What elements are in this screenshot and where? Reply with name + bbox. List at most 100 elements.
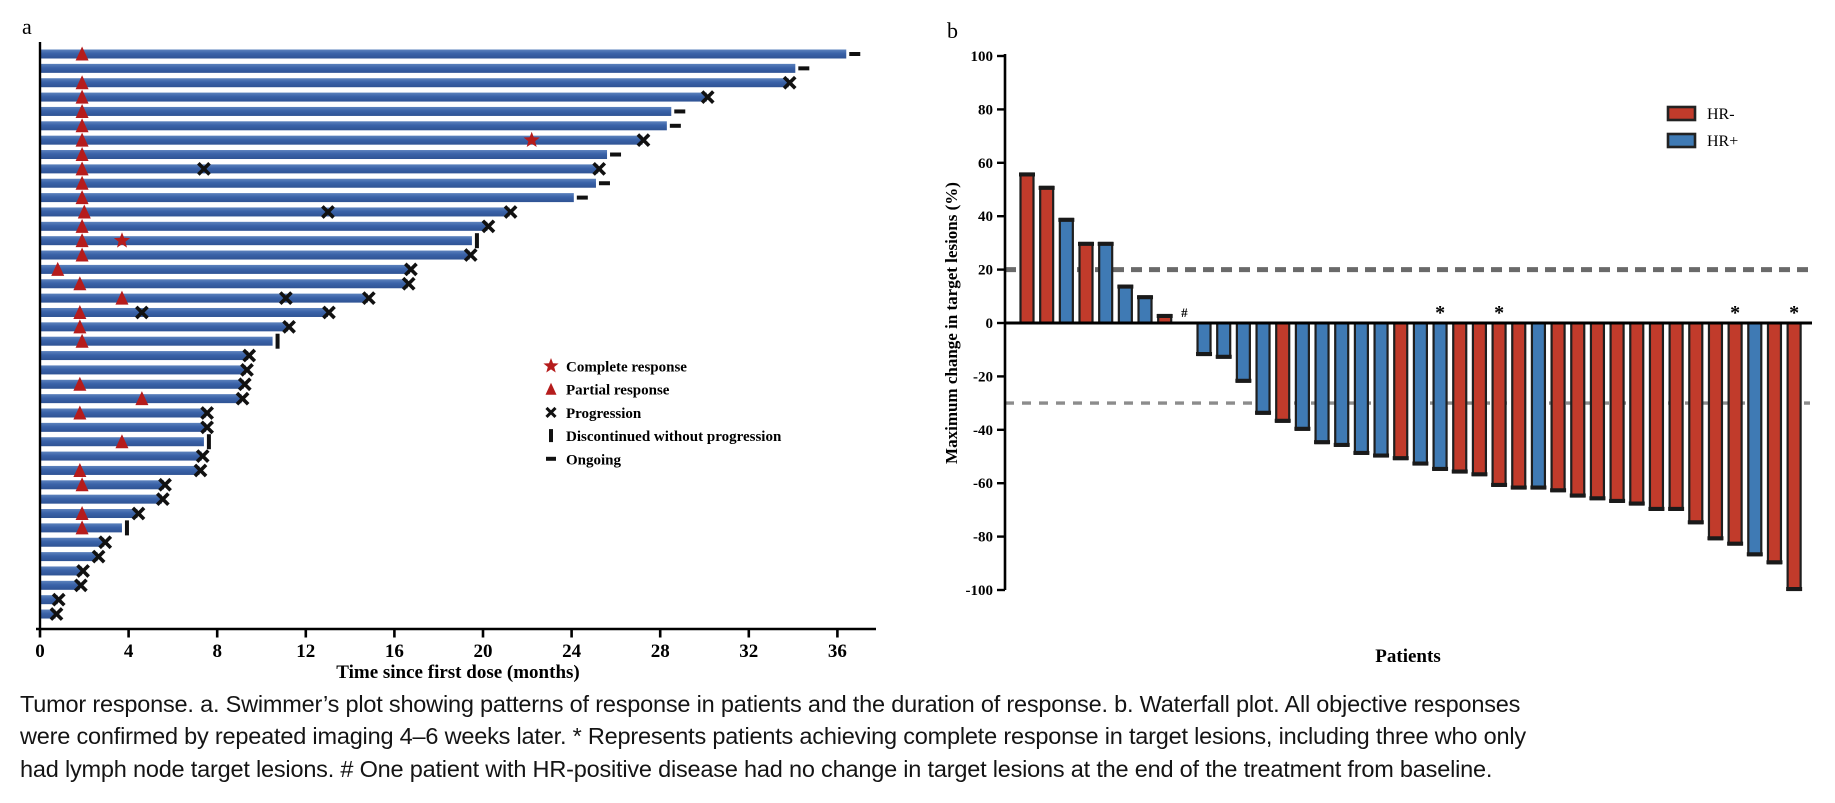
swimmer-bar xyxy=(41,63,796,73)
axis-tick-label: 20 xyxy=(978,263,993,279)
waterfall-legend-swatch xyxy=(1666,132,1697,149)
waterfall-bar xyxy=(1491,321,1507,487)
progression-x-icon xyxy=(322,305,336,320)
annotation-hash: # xyxy=(1181,305,1188,320)
partial-response-triangle-icon xyxy=(75,161,89,176)
partial-response-triangle-icon xyxy=(75,118,89,133)
swimmer-bar xyxy=(41,178,596,188)
progression-x-icon xyxy=(321,205,335,219)
waterfall-bars: # * * * * xyxy=(1019,172,1803,592)
swimmer-bar xyxy=(41,193,574,203)
swimmer-bar xyxy=(41,92,707,102)
swimmer-bar xyxy=(41,78,789,88)
partial-response-triangle-icon xyxy=(75,75,89,90)
partial-response-triangle-icon xyxy=(75,333,89,348)
ongoing-dash-icon xyxy=(798,66,810,71)
figure-caption: Tumor response. a. Swimmer’s plot showin… xyxy=(20,691,1526,782)
progression-x-icon xyxy=(73,578,88,593)
panel-b-label: b xyxy=(947,18,958,43)
axis-tick-label: 0 xyxy=(35,641,45,662)
annotation-asterisk: * xyxy=(1730,302,1740,324)
axis-tick-label: -40 xyxy=(973,423,993,439)
partial-response-triangle-icon xyxy=(75,520,89,535)
panel-a-label: a xyxy=(22,14,32,39)
progression-x-icon xyxy=(463,248,478,262)
partial-response-triangle-icon xyxy=(115,290,129,305)
waterfall-y-axis-title: Maximum change in target lesions (%) xyxy=(942,182,961,464)
waterfall-bar xyxy=(1452,321,1468,474)
waterfall-bar xyxy=(1766,321,1783,565)
ongoing-dash-icon xyxy=(669,123,681,128)
ongoing-dash-icon xyxy=(576,195,588,200)
axis-tick-label: 80 xyxy=(978,102,993,118)
swimmer-bar xyxy=(41,250,470,260)
waterfall-x-axis-title: Patients xyxy=(1375,646,1440,667)
axis-tick-label: -20 xyxy=(973,369,993,385)
waterfall-bar xyxy=(1039,185,1055,325)
swimmer-x-axis: 0 4 8 12 16 20 24 28 32 36 xyxy=(35,42,876,662)
swimmer-bar xyxy=(41,121,667,131)
waterfall-bar xyxy=(1294,321,1310,431)
swimmer-bar xyxy=(41,566,83,576)
figure-canvas: a 0 4 8 12 16 20 24 28 32 36 Time since first dos… xyxy=(22,14,1812,683)
progression-x-icon xyxy=(91,549,106,564)
partial-response-triangle-icon xyxy=(75,506,89,521)
swimmer-bar xyxy=(41,537,105,547)
partial-response-triangle-icon xyxy=(73,462,87,477)
swimmer-bar xyxy=(41,221,488,231)
partial-response-triangle-icon xyxy=(51,261,65,276)
axis-tick-label: -80 xyxy=(973,530,993,546)
progression-x-icon xyxy=(197,162,211,176)
discontinued-bar-icon xyxy=(474,233,479,249)
progression-x-icon xyxy=(401,276,416,291)
partial-response-triangle-icon xyxy=(75,477,89,492)
swimmer-bar xyxy=(41,552,98,562)
partial-response-triangle-icon xyxy=(75,103,89,118)
partial-response-triangle-icon xyxy=(75,218,89,233)
progression-x-icon xyxy=(278,291,293,305)
waterfall-bar xyxy=(1412,321,1429,466)
partial-response-triangle-icon xyxy=(73,376,87,391)
annotation-asterisk: * xyxy=(1435,302,1445,324)
swimmer-x-axis-title: Time since first dose (months) xyxy=(336,662,579,683)
waterfall-legend-label: HR+ xyxy=(1707,133,1738,150)
waterfall-bar xyxy=(1078,241,1094,325)
ongoing-dash-icon xyxy=(849,52,861,56)
complete-response-star-icon xyxy=(543,358,559,373)
discontinued-bar-icon xyxy=(206,434,211,450)
swimmer-bar xyxy=(41,379,244,389)
swimmer-bar xyxy=(41,106,672,116)
swimmer-bar xyxy=(41,451,202,461)
progression-x-icon xyxy=(158,477,172,492)
axis-tick-label: 60 xyxy=(978,156,993,172)
waterfall-bar xyxy=(1019,172,1035,325)
progression-x-icon xyxy=(282,319,296,334)
partial-response-triangle-icon xyxy=(73,276,87,291)
axis-tick-label: 20 xyxy=(474,641,493,662)
progression-x-icon xyxy=(98,535,113,550)
waterfall-bar xyxy=(1648,321,1665,511)
complete-response-star-icon xyxy=(113,232,130,248)
axis-tick-label: -100 xyxy=(966,583,994,599)
waterfall-bar xyxy=(1550,321,1566,493)
waterfall-bar xyxy=(1235,321,1251,383)
waterfall-bar xyxy=(1570,321,1586,498)
progression-x-icon xyxy=(235,391,250,406)
progression-x-icon xyxy=(503,205,518,219)
partial-response-triangle-icon xyxy=(77,204,91,219)
waterfall-bar xyxy=(1098,241,1114,325)
swimmer-bar xyxy=(41,422,207,432)
swimmer-legend-label: Discontinued without progression xyxy=(566,429,782,445)
swimmer-bar xyxy=(41,49,847,59)
swimmer-bar xyxy=(41,264,410,274)
annotation-asterisk: * xyxy=(1789,302,1799,324)
waterfall-bar xyxy=(1216,321,1232,359)
partial-response-triangle-icon xyxy=(75,132,89,147)
partial-response-triangle-icon xyxy=(75,147,89,162)
swimmer-legend-label: Progression xyxy=(566,406,642,422)
axis-tick-label: 32 xyxy=(739,641,758,662)
swimmer-bar xyxy=(41,365,246,375)
progression-x-icon xyxy=(49,607,64,621)
progression-x-icon xyxy=(155,492,170,507)
